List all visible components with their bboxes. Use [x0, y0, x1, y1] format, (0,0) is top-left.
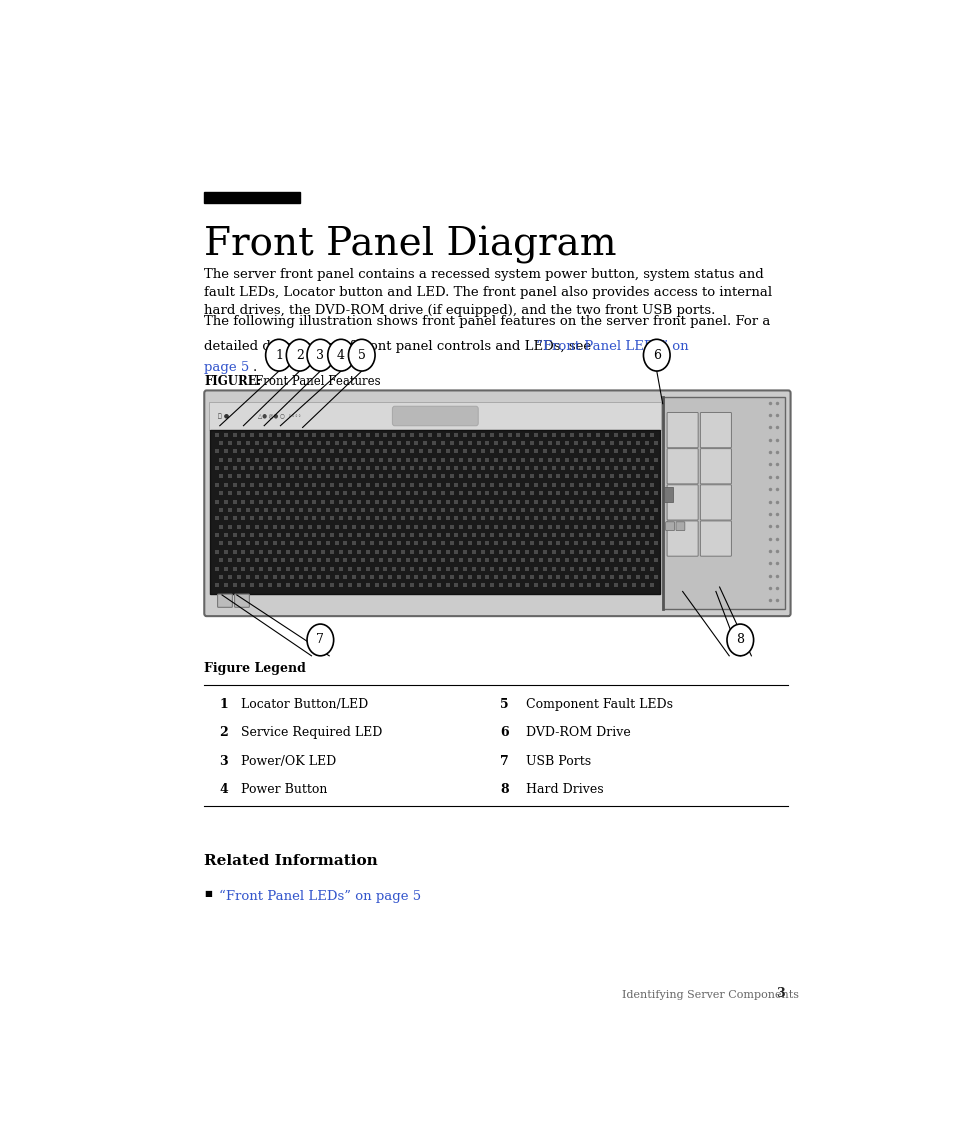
Text: 2: 2 — [295, 349, 303, 362]
Text: “Front Panel LEDs” on: “Front Panel LEDs” on — [535, 340, 687, 353]
Bar — [210, 402, 660, 431]
FancyBboxPatch shape — [217, 594, 233, 607]
Text: Hard Drives: Hard Drives — [525, 783, 603, 796]
Text: 3: 3 — [775, 987, 783, 1000]
Text: .: . — [252, 362, 256, 374]
Text: 6: 6 — [652, 349, 660, 362]
Text: 3: 3 — [219, 755, 228, 767]
Circle shape — [642, 339, 669, 371]
Text: “Front Panel LEDs” on page 5: “Front Panel LEDs” on page 5 — [219, 890, 420, 902]
FancyBboxPatch shape — [204, 390, 790, 616]
Circle shape — [307, 624, 334, 656]
Text: Power/OK LED: Power/OK LED — [241, 755, 336, 767]
Text: △● ◎● ○  ◦◦◦◦: △● ◎● ○ ◦◦◦◦ — [257, 413, 300, 419]
Text: 5: 5 — [357, 349, 365, 362]
FancyBboxPatch shape — [666, 412, 698, 448]
FancyBboxPatch shape — [700, 521, 731, 556]
Text: ⏻ ●: ⏻ ● — [218, 413, 230, 419]
Text: Front Panel Features: Front Panel Features — [254, 376, 380, 388]
Text: FIGURE:: FIGURE: — [204, 376, 261, 388]
Bar — [210, 431, 659, 594]
FancyBboxPatch shape — [700, 449, 731, 484]
Text: ■: ■ — [204, 890, 212, 899]
Circle shape — [307, 339, 334, 371]
Bar — [662, 397, 783, 609]
Text: 7: 7 — [316, 633, 324, 647]
Text: detailed description of front panel controls and LEDs, see: detailed description of front panel cont… — [204, 340, 595, 353]
Text: Locator Button/LED: Locator Button/LED — [241, 698, 368, 711]
Text: The server front panel contains a recessed system power button, system status an: The server front panel contains a recess… — [204, 268, 772, 317]
FancyBboxPatch shape — [665, 522, 674, 530]
Text: page 5: page 5 — [204, 362, 250, 374]
Text: 4: 4 — [336, 349, 345, 362]
FancyBboxPatch shape — [666, 521, 698, 556]
FancyBboxPatch shape — [234, 594, 249, 607]
Text: Figure Legend: Figure Legend — [204, 662, 306, 676]
Bar — [663, 488, 672, 502]
Text: Front Panel Diagram: Front Panel Diagram — [204, 226, 617, 263]
Circle shape — [286, 339, 313, 371]
Text: Power Button: Power Button — [241, 783, 327, 796]
Text: 2: 2 — [219, 726, 228, 740]
Text: 7: 7 — [499, 755, 508, 767]
Text: USB Ports: USB Ports — [525, 755, 591, 767]
Text: 4: 4 — [219, 783, 228, 796]
Text: 3: 3 — [316, 349, 324, 362]
Text: Related Information: Related Information — [204, 854, 377, 868]
Circle shape — [726, 624, 753, 656]
FancyBboxPatch shape — [392, 406, 477, 426]
Circle shape — [265, 339, 292, 371]
Bar — [204, 192, 300, 203]
Text: 6: 6 — [499, 726, 508, 740]
Text: 1: 1 — [274, 349, 283, 362]
Text: DVD-ROM Drive: DVD-ROM Drive — [525, 726, 630, 740]
Text: 8: 8 — [736, 633, 743, 647]
Circle shape — [328, 339, 354, 371]
Text: Component Fault LEDs: Component Fault LEDs — [525, 698, 672, 711]
Text: The following illustration shows front panel features on the server front panel.: The following illustration shows front p… — [204, 316, 770, 329]
Text: 8: 8 — [499, 783, 508, 796]
FancyBboxPatch shape — [676, 522, 684, 530]
Text: 5: 5 — [499, 698, 508, 711]
FancyBboxPatch shape — [666, 449, 698, 484]
FancyBboxPatch shape — [700, 484, 731, 520]
Text: 1: 1 — [219, 698, 228, 711]
FancyBboxPatch shape — [666, 484, 698, 520]
Circle shape — [348, 339, 375, 371]
FancyBboxPatch shape — [700, 412, 731, 448]
Text: Service Required LED: Service Required LED — [241, 726, 382, 740]
Text: Identifying Server Components: Identifying Server Components — [621, 989, 799, 1000]
